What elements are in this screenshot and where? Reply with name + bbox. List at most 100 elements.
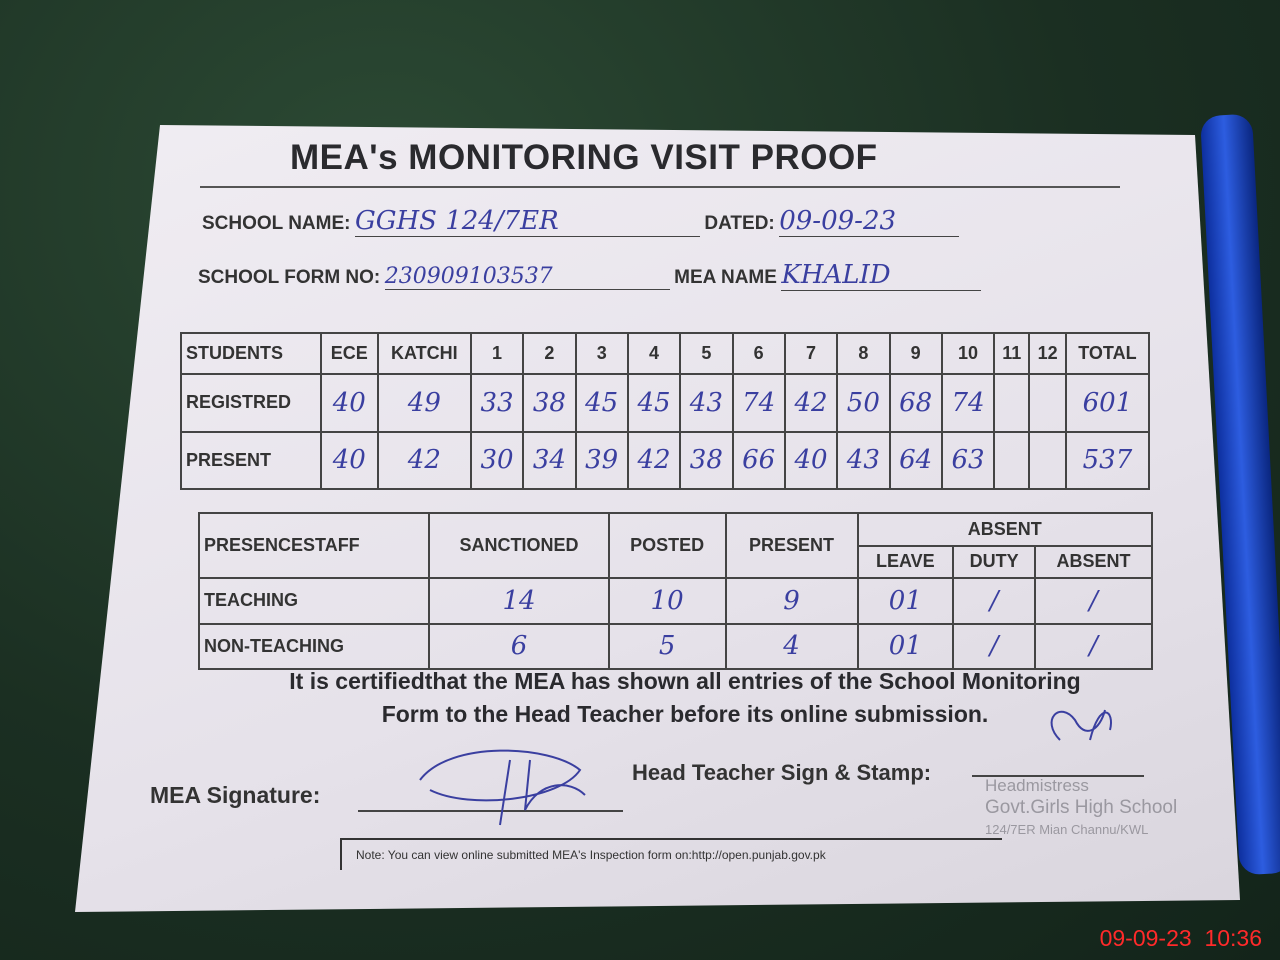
table-cell: 01 [856,622,955,671]
table-cell: 38 [679,430,734,491]
present-header: PRESENT [724,511,859,580]
row-label: REGISTRED [180,373,322,433]
photo-timestamp: 09-09-23 10:36 [1099,925,1262,951]
table-cell: 34 [522,430,577,491]
table-cell: 4 [724,622,859,671]
staff-subheader-row: LEAVE DUTY ABSENT [199,544,1153,580]
table-cell: 42 [376,430,472,491]
table-cell: 6 [428,622,610,671]
column-header: 9 [888,331,943,376]
presence-staff-header: PRESENCESTAFF [197,511,431,580]
certification-line-1: It is certifiedthat the MEA has shown al… [289,668,1081,694]
column-header: ECE [319,331,379,376]
dated-value: 09-09-23 [779,206,960,237]
school-name-label: SCHOOL NAME: [202,213,351,234]
table-cell: 9 [724,577,859,625]
column-header: 6 [731,331,786,376]
row-label: TEACHING [197,577,431,625]
table-cell [1028,373,1067,433]
head-teacher-signature [1050,709,1112,741]
column-header: 12 [1028,331,1067,376]
table-cell: 01 [856,577,955,625]
staff-header-row: PRESENCESTAFF SANCTIONED POSTED PRESENT … [197,511,1154,580]
column-header: 8 [836,331,891,376]
table-cell: 33 [469,373,525,433]
column-header: 7 [783,331,839,376]
column-header: 1 [469,331,525,376]
note-text: Note: You can view online submitted MEA'… [356,848,826,862]
table-row: PRESENT 40 42 30 34 39 42 38 66 40 43 64 63 537 [180,430,1151,491]
mea-signature-label: MEA Signature: [150,782,321,808]
column-header: 11 [993,331,1031,376]
absent-group-header: ABSENT [856,512,1154,547]
table-cell: 45 [574,373,629,433]
table-cell: 43 [679,373,734,433]
form-no-value: 230909103537 [384,264,670,290]
column-header: KATCHI [376,331,472,376]
table-cell: 42 [626,430,682,491]
table-cell: 30 [469,430,525,491]
table-cell: 40 [319,373,379,433]
table-cell: 49 [376,373,472,433]
column-header: 4 [626,331,682,376]
certification-text: It is certifiedthat the MEA has shown al… [200,668,1170,728]
sanctioned-header: SANCTIONED [428,511,610,580]
column-header: TOTAL [1064,331,1151,376]
table-cell: 43 [836,430,891,491]
table-cell: / [1034,577,1153,625]
form-no-label: SCHOOL FORM NO: [198,267,381,288]
table-row: TEACHING 14 10 9 01// [197,577,1153,625]
table-cell [1028,430,1067,491]
mea-signature-line [358,810,623,812]
column-header: 2 [522,331,577,376]
head-teacher-sign-label: Head Teacher Sign & Stamp: [632,760,932,785]
table-cell: 66 [731,430,786,491]
table-cell: 537 [1064,430,1151,491]
table-cell: 68 [888,373,943,433]
column-header: 3 [574,331,629,376]
table-cell: 45 [626,373,682,433]
table-cell: 74 [940,373,996,433]
mea-name-value: KHALID [781,260,982,291]
form-no-row: SCHOOL FORM NO: 230909103537 MEA NAME KH… [198,260,982,291]
stamp-line-2: Govt.Girls High School [985,797,1178,818]
row-label: NON-TEACHING [197,622,431,671]
head-teacher-sign-line [972,775,1144,777]
mea-signature [419,749,586,826]
table-cell [993,430,1031,491]
table-row: REGISTRED 40 49 33 38 45 45 43 74 42 50 68 74 601 [180,373,1151,433]
table-cell: 40 [319,430,379,491]
staff-table: PRESENCESTAFF SANCTIONED POSTED PRESENT … [197,511,1154,671]
students-table: STUDENTS ECE KATCHI 1 2 3 4 5 6 7 8 9 10 11 12 TOTAL RE… [180,331,1151,491]
table-cell [993,373,1031,433]
certification-line-2: Form to the Head Teacher before its onli… [381,701,989,727]
table-cell: / [952,622,1037,671]
note-box: Note: You can view online submitted MEA'… [340,838,1002,870]
row-label: PRESENT [180,430,322,491]
table-cell: 63 [940,430,996,491]
school-name-value: GGHS 124/7ER [354,206,700,237]
posted-header: POSTED [607,511,727,580]
table-cell: / [1034,622,1153,671]
absent-header: ABSENT [1034,544,1153,580]
table-cell: 601 [1064,373,1151,433]
table-cell: 64 [888,430,943,491]
mea-name-label: MEA NAME [674,267,777,288]
school-name-row: SCHOOL NAME: GGHS 124/7ER DATED: 09-09-2… [202,206,960,237]
table-cell: 74 [731,373,786,433]
column-header: STUDENTS [180,331,322,376]
leave-header: LEAVE [856,544,955,580]
students-header-row: STUDENTS ECE KATCHI 1 2 3 4 5 6 7 8 9 10 11 12 TOTAL [180,331,1151,376]
dated-label: DATED: [704,213,775,234]
school-stamp: Headmistress Govt.Girls High School 124/… [985,775,1177,841]
table-cell: 5 [607,622,727,671]
table-cell: 14 [428,577,610,625]
divider [200,186,1120,188]
table-cell: 42 [783,373,839,433]
table-cell: 39 [574,430,629,491]
form-title: MEA's MONITORING VISIT PROOF [290,138,878,177]
table-cell: 50 [836,373,891,433]
duty-header: DUTY [952,544,1037,580]
column-header: 5 [679,331,734,376]
column-header: 10 [940,331,996,376]
